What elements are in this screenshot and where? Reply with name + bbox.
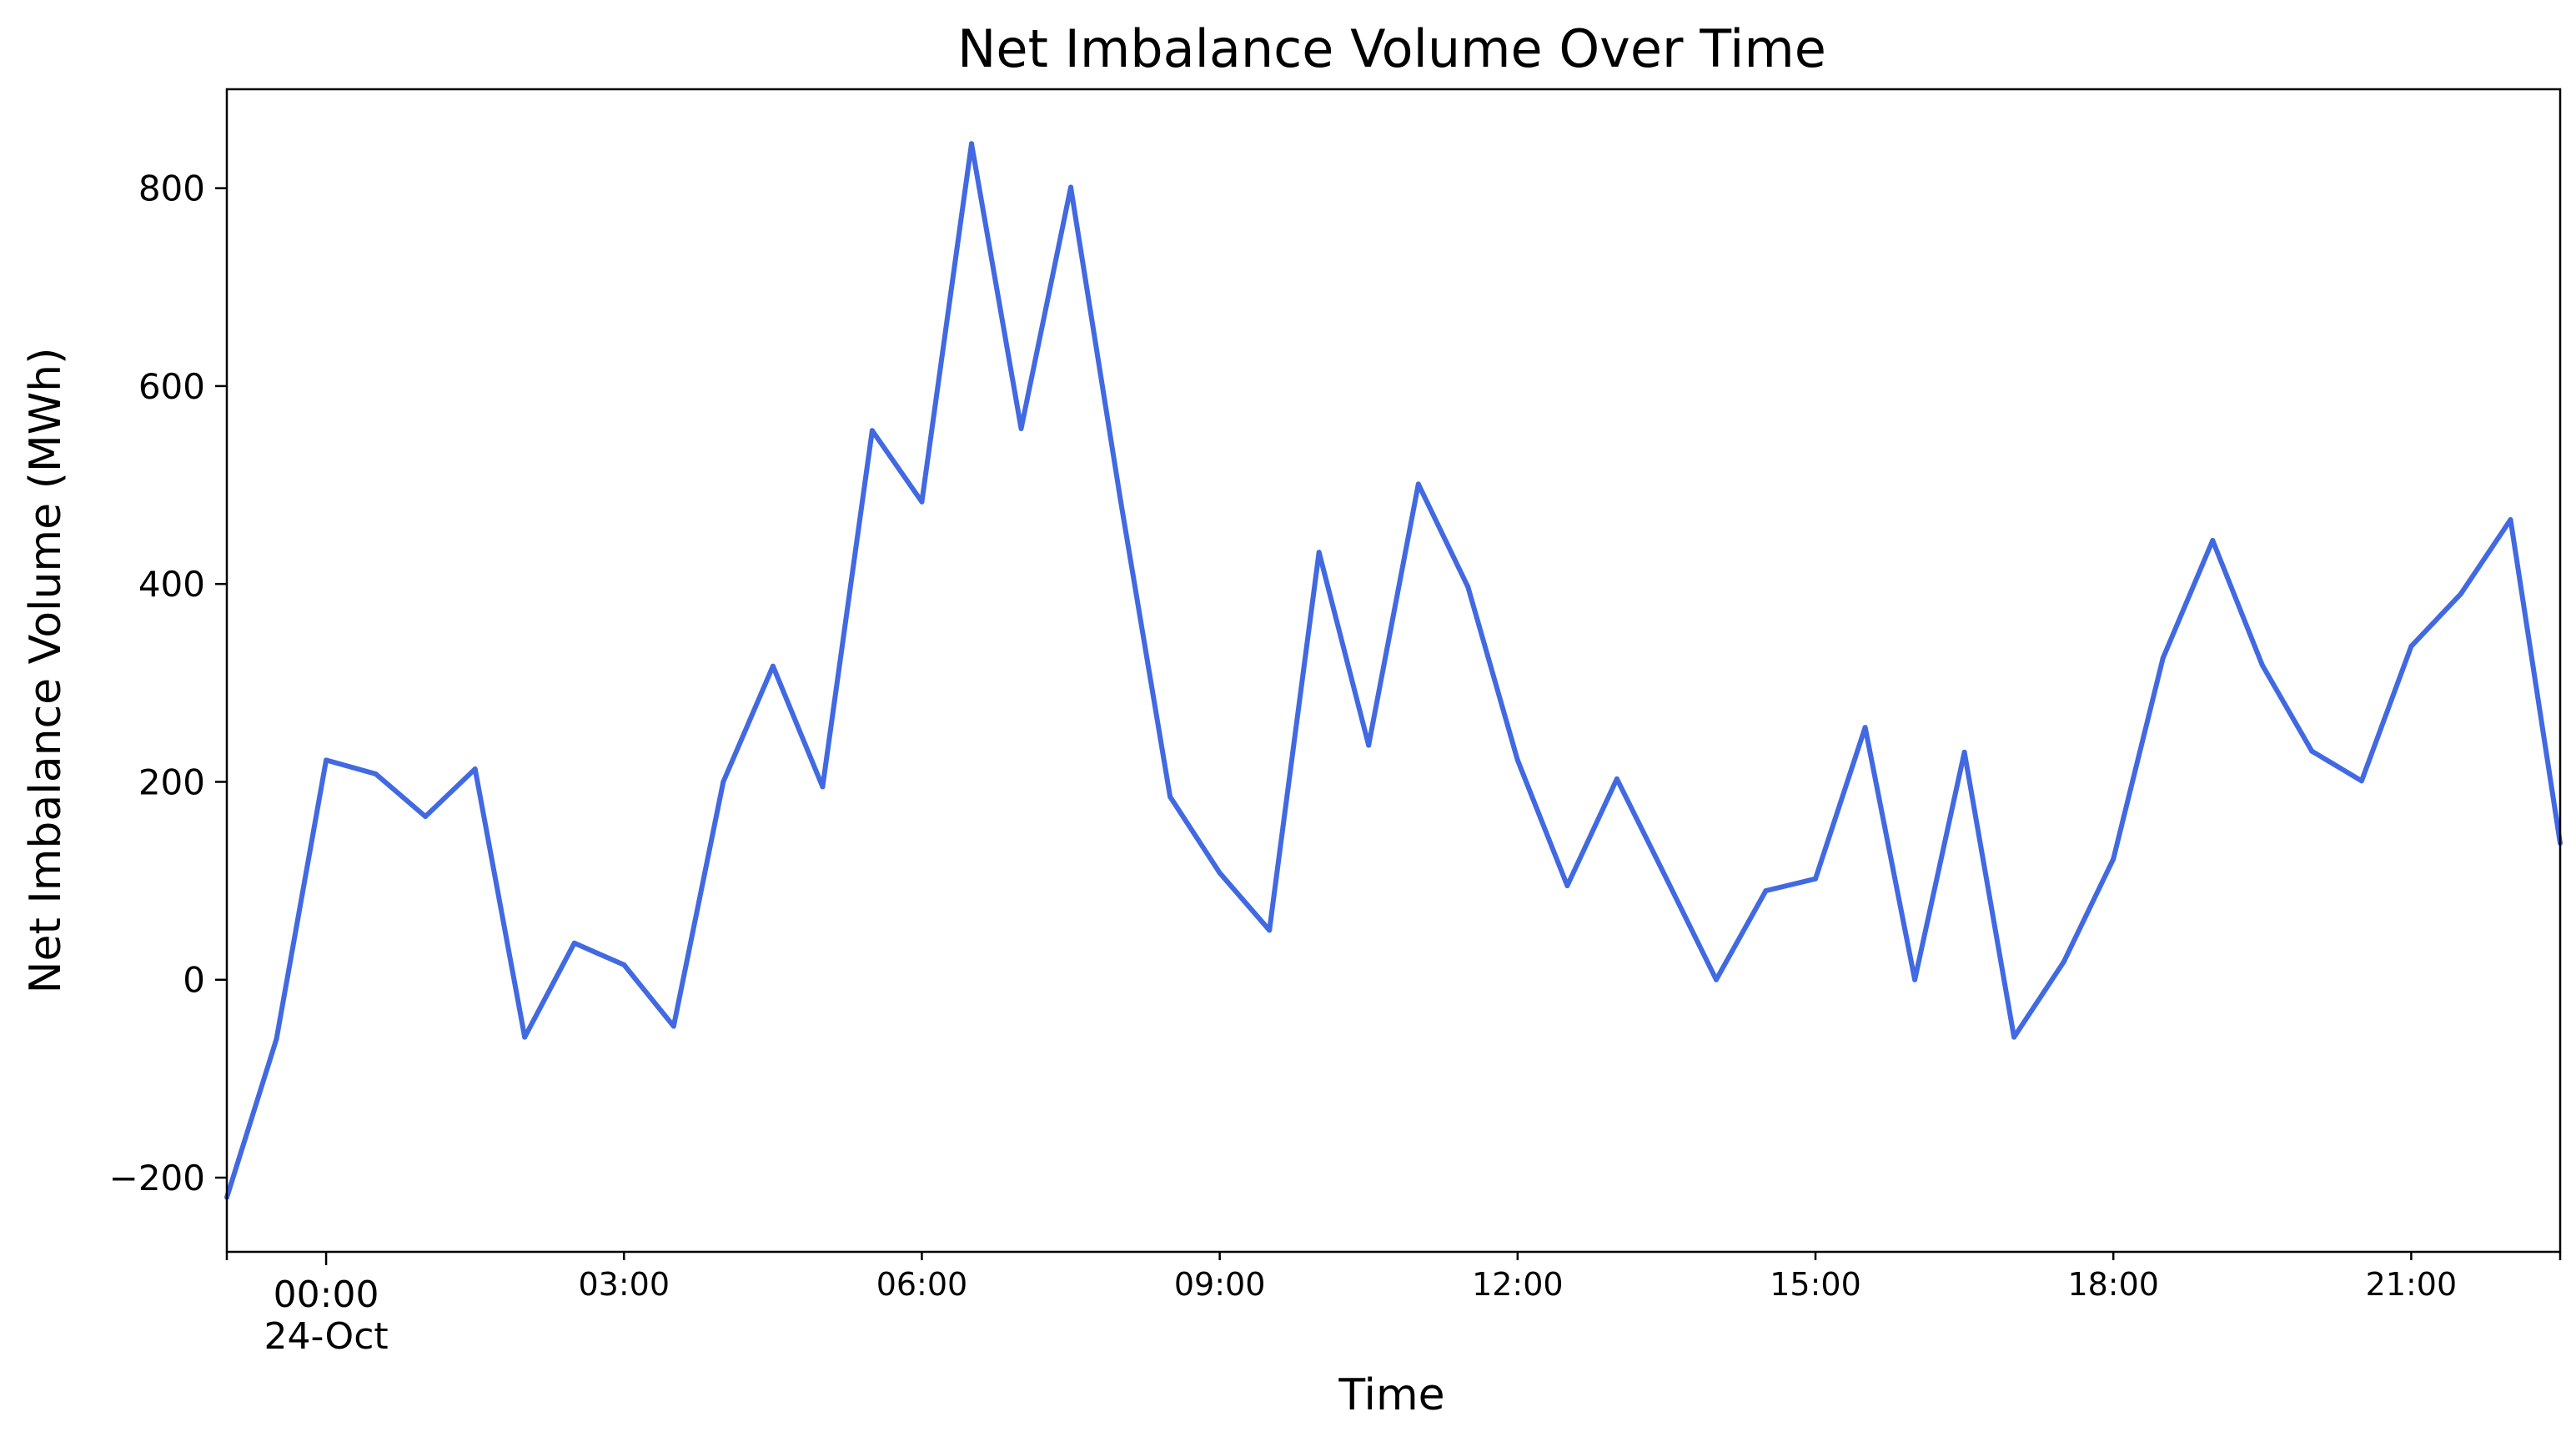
data-point [274, 1036, 279, 1042]
data-point [1664, 876, 1670, 882]
y-axis: −200 0 200 400 600 800 [109, 168, 227, 1198]
data-point [869, 428, 875, 434]
data-point [2508, 517, 2513, 523]
x-tick-label: 09:00 [1174, 1266, 1266, 1303]
data-point [373, 771, 379, 776]
x-axis-label: Time [1338, 1370, 1444, 1420]
x-tick-label: 21:00 [2366, 1266, 2458, 1303]
data-point [1366, 742, 1372, 748]
data-point [522, 1034, 528, 1040]
y-tick-label: 800 [138, 168, 205, 209]
chart-title: Net Imbalance Volume Over Time [957, 18, 1826, 79]
data-point [1961, 749, 1967, 755]
data-point [1415, 481, 1421, 487]
data-point [1316, 550, 1322, 555]
data-point [969, 141, 974, 147]
series-line [224, 141, 2563, 1198]
data-point [1018, 425, 1024, 431]
data-point [2210, 538, 2216, 543]
data-point [621, 962, 627, 967]
data-point [1564, 883, 1570, 888]
x-tick-label: 00:00 [274, 1274, 379, 1316]
data-point [1167, 794, 1173, 800]
data-point [820, 784, 826, 790]
plot-area [224, 141, 2563, 1200]
data-point [2160, 656, 2166, 661]
data-point [1217, 870, 1223, 876]
y-tick-label: 400 [138, 564, 205, 605]
data-point [2458, 591, 2463, 597]
y-axis-label: Net Imbalance Volume (MWh) [21, 348, 71, 994]
data-point [1514, 757, 1520, 763]
y-tick-label: 0 [183, 960, 205, 1001]
x-tick-label: 15:00 [1770, 1266, 1861, 1303]
data-point [1862, 725, 1868, 731]
data-point [1068, 184, 1073, 190]
y-tick-label: 600 [138, 366, 205, 407]
x-tick-label: 18:00 [2067, 1266, 2159, 1303]
data-point [2309, 748, 2315, 754]
data-point [324, 757, 329, 763]
data-point [423, 814, 429, 819]
y-tick-label: 200 [138, 761, 205, 802]
data-point [721, 779, 726, 785]
data-point [1763, 888, 1769, 893]
x-tick-label: 06:00 [876, 1266, 968, 1303]
data-point [571, 940, 577, 946]
data-point [2011, 1034, 2017, 1040]
data-point [2061, 959, 2066, 965]
data-point [1117, 497, 1123, 503]
x-tick-date-label: 24-Oct [264, 1315, 388, 1358]
x-tick-label: 03:00 [578, 1266, 670, 1303]
data-point [1614, 776, 1619, 781]
y-tick-label: −200 [109, 1158, 205, 1198]
data-point [1912, 977, 1918, 982]
data-point [1465, 584, 1471, 590]
data-point [919, 499, 925, 505]
data-point [2111, 857, 2117, 862]
data-point [1813, 876, 1818, 882]
data-point [2358, 778, 2364, 784]
data-point [472, 766, 478, 771]
plot-frame [225, 88, 2562, 1254]
data-point [670, 1023, 676, 1029]
data-point [770, 663, 776, 669]
data-point [2408, 643, 2414, 649]
data-point [1714, 977, 1719, 982]
x-tick-label: 12:00 [1472, 1266, 1564, 1303]
data-point [2259, 662, 2265, 668]
data-point [1267, 927, 1273, 933]
